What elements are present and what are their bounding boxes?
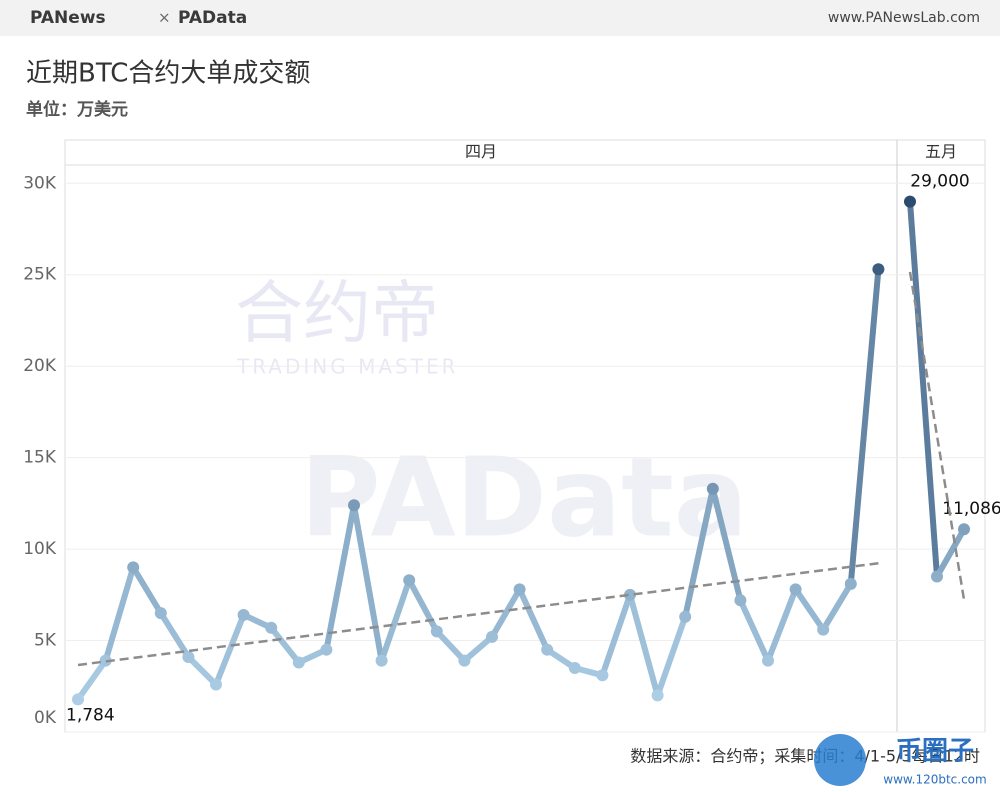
- line-segment: [765, 586, 799, 664]
- brand-separator: ×: [158, 9, 171, 27]
- point: [568, 661, 581, 674]
- brand-right: PAData: [178, 8, 247, 28]
- y-tick-label: 25K: [23, 265, 57, 285]
- series: [72, 263, 885, 706]
- watermarks: 合约帝 TRADING MASTER PAData: [235, 275, 748, 562]
- panel-label: 四月: [465, 142, 497, 161]
- point: [931, 570, 943, 583]
- site-url: www.PANewsLab.com: [828, 10, 980, 26]
- line-segment: [489, 586, 523, 640]
- point: [844, 577, 857, 590]
- point: [706, 482, 719, 495]
- line-segment: [737, 597, 771, 664]
- line-segment: [682, 485, 716, 620]
- point: [72, 693, 84, 706]
- point: [210, 678, 222, 691]
- y-tick-label: 0K: [34, 708, 57, 728]
- watermark-padata: PAData: [300, 433, 748, 561]
- line-segment: [378, 577, 413, 664]
- point: [513, 583, 526, 596]
- point: [458, 654, 471, 667]
- line-segment: [351, 502, 385, 664]
- line-segment: [627, 591, 661, 699]
- corner-logo: [814, 734, 866, 786]
- y-tick-label: 20K: [23, 356, 57, 376]
- line-segment: [907, 198, 940, 580]
- line-segment: [599, 591, 633, 679]
- line-segment: [433, 628, 468, 664]
- point: [403, 574, 416, 587]
- y-tick-label: 10K: [23, 539, 57, 559]
- point: [292, 656, 305, 669]
- line-segment: [213, 611, 247, 688]
- brand-left: PANews: [30, 8, 106, 28]
- line-segment: [185, 654, 219, 688]
- point: [817, 623, 830, 636]
- watermark-brand: 合约帝: [235, 275, 439, 354]
- line-segment: [323, 502, 357, 653]
- line-segment: [934, 526, 967, 580]
- line-segment: [792, 586, 827, 633]
- point: [679, 610, 692, 623]
- point: [541, 643, 554, 656]
- point: [320, 643, 333, 656]
- line-segment: [820, 580, 854, 633]
- chart-title: 近期BTC合约大单成交额: [26, 59, 310, 89]
- point: [237, 608, 250, 621]
- point: [182, 651, 195, 664]
- footer-source: 数据来源：合约帝；采集时间：4/1-5/3每日12时: [630, 747, 980, 766]
- line-segment: [75, 657, 109, 703]
- line-segment: [406, 577, 440, 635]
- point: [99, 654, 112, 667]
- line-segment: [654, 613, 689, 699]
- line-segment: [516, 586, 551, 653]
- point: [651, 689, 664, 702]
- panel-label: 五月: [925, 142, 957, 161]
- point: [265, 621, 278, 634]
- series: [904, 195, 970, 583]
- line-segment: [157, 610, 192, 661]
- y-tick-label: 5K: [34, 631, 57, 651]
- point: [624, 588, 636, 601]
- chart-subtitle: 单位：万美元: [26, 99, 128, 120]
- point: [789, 583, 802, 596]
- point: [375, 654, 388, 667]
- line-segment: [268, 624, 302, 666]
- point: [430, 625, 443, 638]
- line-segment: [461, 633, 495, 664]
- y-tick-label: 30K: [23, 173, 57, 193]
- corner-brand: 币圈子: [896, 737, 974, 767]
- line-segment: [847, 266, 882, 587]
- line-segment: [102, 564, 137, 664]
- data-label: 29,000: [910, 172, 969, 192]
- point: [154, 607, 167, 620]
- point: [872, 263, 885, 276]
- point: [596, 669, 609, 682]
- y-tick-label: 15K: [23, 448, 57, 468]
- point: [127, 561, 140, 574]
- point: [904, 195, 916, 208]
- point: [348, 499, 360, 512]
- point: [734, 594, 747, 607]
- point: [486, 630, 498, 643]
- corner-url: www.120btc.com: [883, 773, 986, 787]
- data-label: 1,784: [66, 705, 115, 725]
- point: [762, 654, 774, 667]
- line-segment: [130, 564, 164, 617]
- header-bar: [0, 0, 1000, 36]
- point: [958, 523, 970, 536]
- data-label: 11,086: [942, 499, 1000, 519]
- trend-line: [77, 561, 879, 667]
